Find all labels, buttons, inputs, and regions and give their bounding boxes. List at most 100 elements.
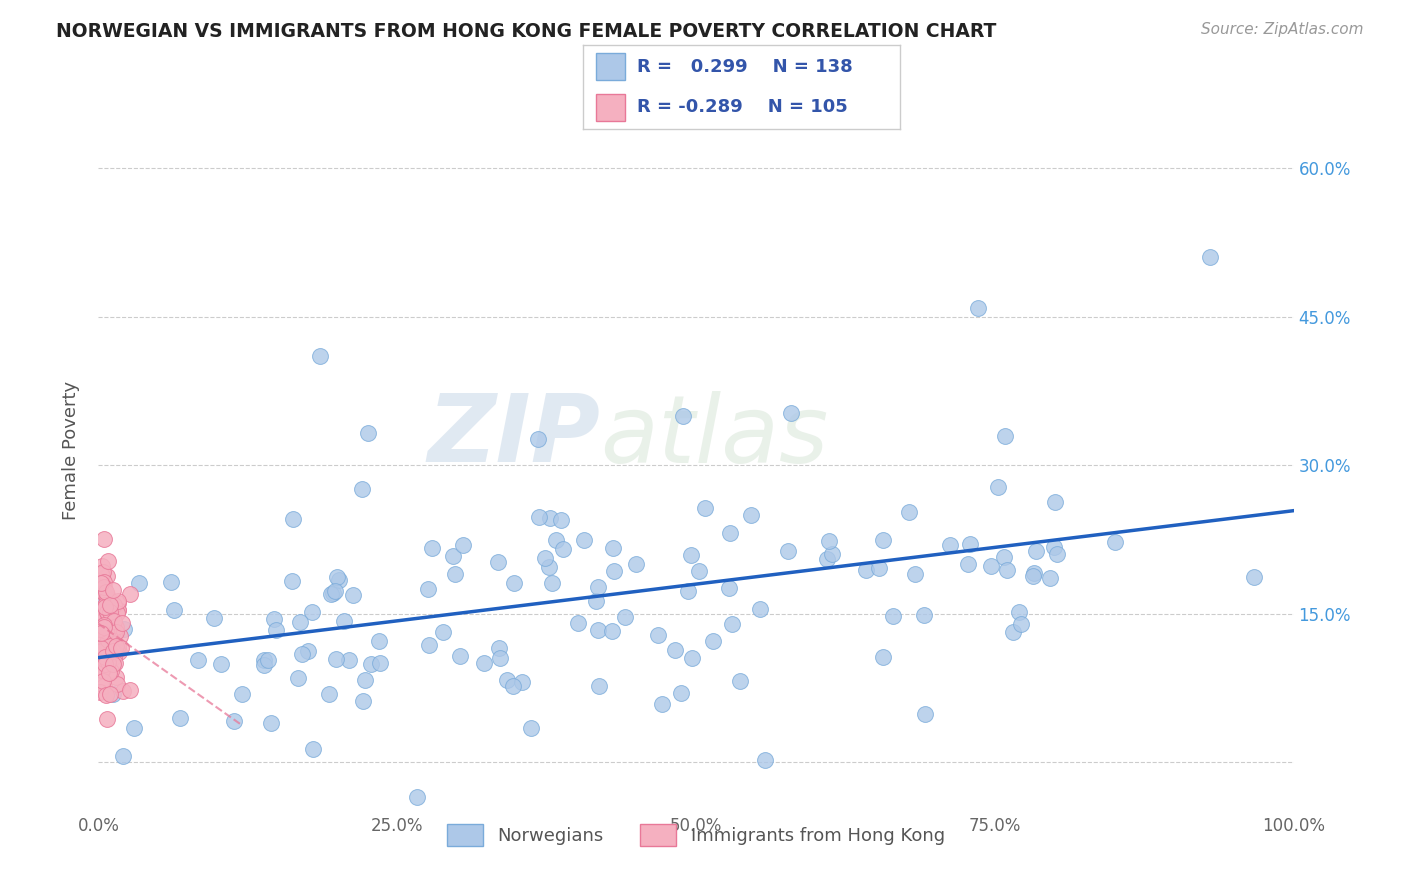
Point xyxy=(93,615,115,629)
Point xyxy=(416,582,439,597)
Point xyxy=(101,643,124,657)
Point xyxy=(96,649,118,664)
Point xyxy=(444,566,467,581)
Point xyxy=(90,663,112,677)
Point xyxy=(281,574,304,588)
Point xyxy=(96,638,118,652)
Point xyxy=(904,566,927,581)
Point xyxy=(354,673,377,688)
Point xyxy=(90,575,112,590)
Point xyxy=(328,574,350,588)
Point xyxy=(163,602,186,616)
Point xyxy=(97,665,120,680)
Point xyxy=(97,624,120,638)
Point xyxy=(898,505,921,519)
Point xyxy=(103,598,125,612)
Point xyxy=(526,432,548,446)
Text: NORWEGIAN VS IMMIGRANTS FROM HONG KONG FEMALE POVERTY CORRELATION CHART: NORWEGIAN VS IMMIGRANTS FROM HONG KONG F… xyxy=(56,22,997,41)
Text: Source: ZipAtlas.com: Source: ZipAtlas.com xyxy=(1201,22,1364,37)
Point xyxy=(332,614,354,628)
Point xyxy=(318,686,340,700)
Point xyxy=(93,617,115,632)
Point xyxy=(821,547,844,561)
Point xyxy=(103,627,125,641)
Point xyxy=(91,651,114,665)
Point xyxy=(98,687,121,701)
Point xyxy=(290,615,312,630)
Point xyxy=(287,671,309,685)
Point xyxy=(108,629,131,643)
Point xyxy=(872,533,894,547)
Point xyxy=(112,684,135,698)
Point xyxy=(94,584,117,599)
Point xyxy=(111,616,134,631)
Point xyxy=(586,580,609,594)
Point xyxy=(97,614,120,628)
Point xyxy=(94,604,117,618)
Point xyxy=(882,609,904,624)
Point xyxy=(1007,605,1029,619)
FancyBboxPatch shape xyxy=(596,54,624,80)
Point xyxy=(418,638,440,652)
Point xyxy=(730,673,752,688)
Point xyxy=(93,657,115,671)
Point xyxy=(995,563,1018,577)
Point xyxy=(105,677,128,691)
Point xyxy=(105,620,128,634)
Point xyxy=(325,652,347,666)
Point xyxy=(112,623,135,637)
Point xyxy=(780,406,803,420)
Point xyxy=(96,569,118,583)
Point xyxy=(93,533,115,547)
Point xyxy=(449,649,471,664)
Point xyxy=(693,501,716,516)
Point xyxy=(107,603,129,617)
Point xyxy=(96,655,118,669)
Point xyxy=(90,641,112,656)
Point xyxy=(967,301,990,315)
Point xyxy=(868,560,890,574)
Point xyxy=(614,609,637,624)
Point xyxy=(360,657,382,672)
Point xyxy=(322,585,344,599)
Point xyxy=(664,643,686,657)
Point xyxy=(352,694,374,708)
Point xyxy=(1022,566,1045,581)
Point xyxy=(600,624,623,638)
Point xyxy=(101,687,124,701)
Point xyxy=(91,567,114,582)
Point xyxy=(89,685,111,699)
Point xyxy=(603,564,626,578)
Point xyxy=(97,630,120,644)
Point xyxy=(754,753,776,767)
Point xyxy=(586,623,609,637)
Point xyxy=(94,618,117,632)
Point xyxy=(357,426,380,441)
Point xyxy=(550,513,572,527)
Point xyxy=(520,721,543,735)
Point xyxy=(405,790,427,805)
Point xyxy=(93,615,115,630)
Point xyxy=(959,537,981,551)
Point xyxy=(93,585,115,599)
Point xyxy=(91,558,114,573)
Point xyxy=(676,584,699,599)
Point xyxy=(647,628,669,642)
Point xyxy=(93,599,115,614)
Point xyxy=(93,574,115,589)
Point xyxy=(104,656,127,670)
Point xyxy=(1021,569,1043,583)
Point xyxy=(94,598,117,612)
Point xyxy=(472,657,495,671)
Point xyxy=(1043,540,1066,554)
Point xyxy=(681,548,703,562)
Point xyxy=(94,624,117,639)
Point xyxy=(938,538,960,552)
Point xyxy=(97,625,120,640)
Point xyxy=(96,595,118,609)
Point xyxy=(93,679,115,693)
Point xyxy=(96,605,118,619)
Point xyxy=(987,480,1010,494)
Point xyxy=(93,599,115,614)
Point xyxy=(855,563,877,577)
